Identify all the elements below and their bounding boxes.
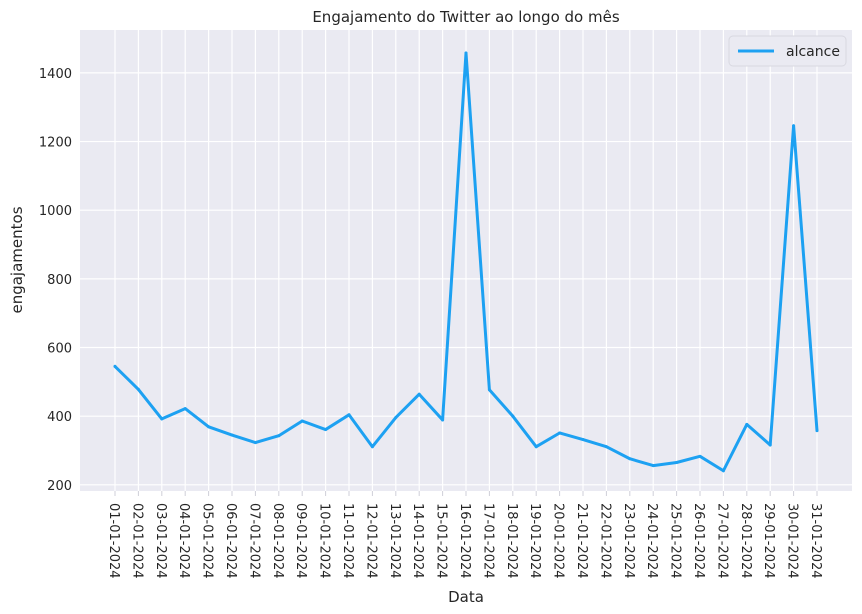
data-point [370,445,374,449]
legend-box [728,35,847,67]
x-tick-label: 05-01-2024 [200,503,215,579]
x-tick-label: 06-01-2024 [223,503,238,579]
x-tick-label: 20-01-2024 [551,503,566,579]
data-point [113,364,117,368]
chart-title: Engajamento do Twitter ao longo do mês [312,8,620,26]
y-tick-label: 600 [47,342,72,357]
data-point [417,392,421,396]
data-point [675,461,679,465]
data-point [183,407,187,411]
y-tick-label: 200 [47,479,72,494]
x-tick-label: 18-01-2024 [504,503,519,579]
data-point [558,431,562,435]
data-point [651,464,655,468]
y-tick-label: 1000 [39,204,72,219]
data-point [745,422,749,426]
data-point [581,438,585,442]
x-tick-label: 29-01-2024 [761,503,776,579]
x-tick-label: 02-01-2024 [129,503,144,579]
x-tick-label: 08-01-2024 [270,503,285,579]
x-tick-label: 14-01-2024 [410,503,425,579]
data-point [464,51,468,55]
y-tick-labels: 200 400 600 800 1000 1200 1400 [39,67,72,494]
y-tick-label: 1200 [39,136,72,151]
data-point [136,387,140,391]
x-tick-label: 30-01-2024 [785,503,800,579]
x-tick-label: 24-01-2024 [644,503,659,579]
data-point [698,454,702,458]
x-tick-label: 17-01-2024 [480,503,495,579]
series-points [113,51,819,473]
data-point [300,419,304,423]
x-tick-label: 03-01-2024 [153,503,168,579]
data-point [815,429,819,433]
x-tick-label: 26-01-2024 [691,503,706,579]
data-point [324,428,328,432]
x-tick-label: 28-01-2024 [738,503,753,579]
data-point [207,425,211,429]
x-tick-label: 21-01-2024 [574,503,589,579]
data-point [347,413,351,417]
data-point [394,416,398,420]
legend-label-alcance: alcance [786,44,840,60]
x-tick-label: 19-01-2024 [527,503,542,579]
x-tick-label: 04-01-2024 [176,503,191,579]
legend: alcance [728,35,847,67]
x-tick-label: 10-01-2024 [317,503,332,579]
x-tick-label: 13-01-2024 [387,503,402,579]
data-point [792,124,796,128]
x-tick-label: 23-01-2024 [621,503,636,579]
y-tick-label: 1400 [39,67,72,82]
data-point [721,469,725,473]
x-tick-label: 01-01-2024 [106,503,121,579]
x-tick-label: 12-01-2024 [363,503,378,579]
y-tick-label: 800 [47,273,72,288]
x-tick-label: 11-01-2024 [340,503,355,579]
x-axis-label: Data [448,588,484,606]
y-tick-label: 400 [47,410,72,425]
data-point [441,418,445,422]
x-tick-label: 31-01-2024 [808,503,823,579]
data-point [511,414,515,418]
x-tick-label: 25-01-2024 [668,503,683,579]
data-point [253,441,257,445]
x-tick-label: 27-01-2024 [714,503,729,579]
data-point [604,445,608,449]
data-point [628,457,632,461]
x-tick-label: 16-01-2024 [457,503,472,579]
data-point [768,443,772,447]
data-point [230,433,234,437]
data-point [534,445,538,449]
x-tick-label: 09-01-2024 [293,503,308,579]
x-tick-labels: 01-01-2024 02-01-2024 03-01-2024 04-01-2024… [106,503,823,579]
data-point [277,434,281,438]
y-axis-label: engajamentos [8,206,26,313]
x-tick-label: 22-01-2024 [597,503,612,579]
data-point [487,388,491,392]
x-tick-label: 07-01-2024 [246,503,261,579]
data-point [160,417,164,421]
x-gridlines [114,30,818,491]
x-tick-marks [114,491,818,496]
x-tick-label: 15-01-2024 [434,503,449,579]
